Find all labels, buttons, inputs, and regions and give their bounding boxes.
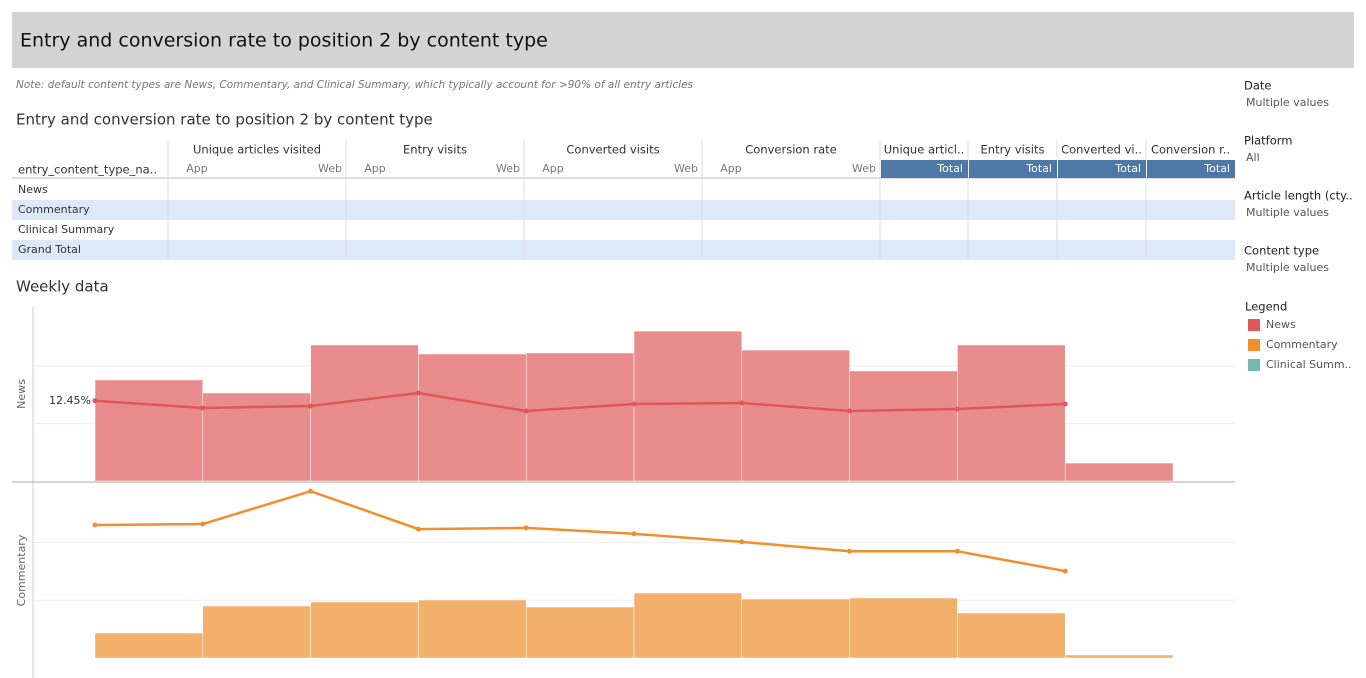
axis-title: Commentary (15, 534, 28, 606)
legend-swatch (1248, 339, 1260, 351)
subheader: Web (852, 162, 876, 175)
bar (741, 598, 850, 659)
bar (418, 599, 527, 659)
rate-point (954, 406, 960, 412)
filter-title: Date (1244, 79, 1272, 93)
weekly-title: Weekly data (16, 278, 109, 296)
rate-point (847, 548, 853, 554)
filter-value[interactable]: Multiple values (1246, 261, 1329, 274)
subheader: Web (674, 162, 698, 175)
bar (849, 597, 958, 659)
rate-line (94, 489, 1066, 573)
rate-point (92, 522, 98, 528)
subheader: App (186, 162, 208, 175)
subheader: Total (1025, 162, 1052, 175)
subheader: Web (318, 162, 342, 175)
total-header (1058, 160, 1146, 178)
legend-swatch (1248, 319, 1260, 331)
rate-point (631, 531, 637, 537)
table-title: Entry and conversion rate to position 2 … (16, 111, 433, 129)
rate-point (415, 390, 421, 396)
rate-point (739, 400, 745, 406)
rate-point (200, 521, 206, 527)
legend-title: Legend (1245, 300, 1287, 314)
subheader: App (542, 162, 564, 175)
rate-point (631, 401, 637, 407)
subheader: App (364, 162, 386, 175)
rate-point (92, 398, 98, 404)
bar (310, 344, 419, 482)
row-label: News (18, 183, 48, 196)
bar (94, 632, 204, 659)
subheader: Total (1203, 162, 1230, 175)
filter-title: Article length (cty.. (1244, 189, 1353, 203)
legend-label: News (1266, 318, 1296, 331)
rate-point (1062, 401, 1068, 407)
subheader: Web (496, 162, 520, 175)
bar (633, 592, 743, 659)
filter-value[interactable]: All (1246, 151, 1260, 164)
legend-swatch (1248, 359, 1260, 371)
filter-value[interactable]: Multiple values (1246, 96, 1329, 109)
rate-point (739, 539, 745, 545)
subheader: App (720, 162, 742, 175)
bar (310, 601, 419, 659)
rate-line (94, 391, 1066, 413)
column-header: Entry visits (403, 143, 467, 157)
dashboard-title: Entry and conversion rate to position 2 … (20, 30, 548, 52)
column-header: Converted vi.. (1061, 143, 1142, 157)
rate-point (847, 408, 853, 414)
total-header (1147, 160, 1235, 178)
column-header: Unique articl.. (884, 143, 965, 157)
value-label: 12.45% (49, 394, 91, 407)
legend-label: Clinical Summ.. (1266, 358, 1352, 371)
column-header: Converted visits (566, 143, 659, 157)
bar (849, 370, 958, 482)
row-label: Commentary (18, 203, 90, 216)
bar (525, 352, 635, 482)
bar (741, 349, 850, 482)
filter-title: Content type (1244, 244, 1319, 258)
bar (957, 344, 1066, 482)
column-header: Unique articles visited (193, 143, 321, 157)
column-header: Conversion rate (745, 143, 837, 157)
header-band (12, 12, 1354, 68)
legend-label: Commentary (1266, 338, 1338, 351)
subheader: Total (1114, 162, 1141, 175)
column-header: Conversion r.. (1151, 143, 1230, 157)
row-header: entry_content_type_na.. (18, 163, 157, 177)
rate-point (523, 408, 529, 414)
row-band (12, 240, 1235, 260)
rate-point (415, 526, 421, 532)
note: Note: default content types are News, Co… (16, 79, 694, 91)
row-label: Grand Total (18, 243, 81, 256)
row-band (12, 200, 1235, 220)
axis-title: News (15, 379, 28, 409)
rate-point (954, 548, 960, 554)
rate-point (1062, 568, 1068, 574)
column-header: Entry visits (981, 143, 1045, 157)
filter-value[interactable]: Multiple values (1246, 206, 1329, 219)
rate-point (200, 405, 206, 411)
rate-point (523, 525, 529, 531)
bar (202, 605, 311, 659)
subheader: Total (936, 162, 963, 175)
bar (957, 612, 1066, 659)
bar (525, 606, 635, 659)
bar (94, 379, 204, 482)
filter-title: Platform (1244, 134, 1293, 148)
bar (1064, 462, 1174, 482)
bar (418, 353, 527, 482)
bar (1064, 654, 1174, 659)
total-header (881, 160, 968, 178)
rate-point (308, 488, 314, 494)
bar (633, 330, 743, 482)
total-header (969, 160, 1057, 178)
rate-point (308, 403, 314, 409)
row-label: Clinical Summary (18, 223, 115, 236)
